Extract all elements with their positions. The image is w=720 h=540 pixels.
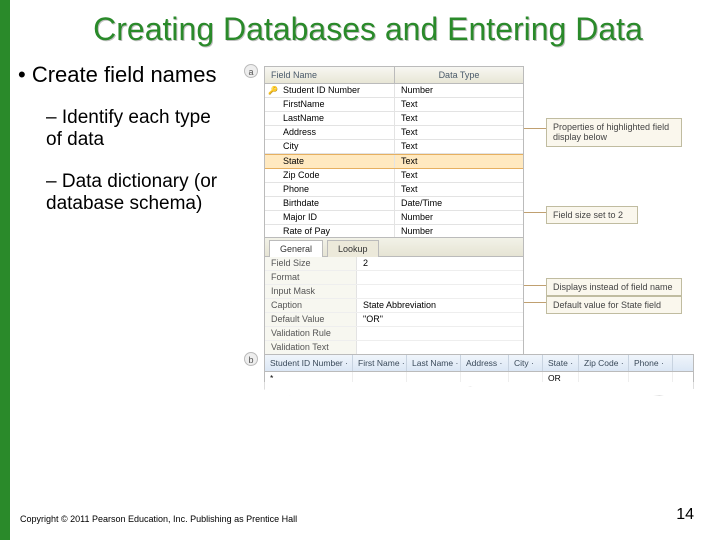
- table-row[interactable]: PhoneText: [265, 183, 523, 197]
- property-value: [357, 341, 523, 354]
- bullet-list: Create field names Identify each typeof …: [18, 62, 238, 392]
- table-row[interactable]: LastNameText: [265, 112, 523, 126]
- field-name-cell: Zip Code: [265, 169, 395, 182]
- datasheet-column-header[interactable]: State ·: [543, 355, 579, 371]
- datasheet-column-header[interactable]: Last Name ·: [407, 355, 461, 371]
- page-number: 14: [676, 506, 694, 524]
- datasheet-column-header[interactable]: Student ID Number ·: [265, 355, 353, 371]
- torn-edge: [264, 382, 694, 396]
- field-name-cell: Major ID: [265, 211, 395, 224]
- property-row[interactable]: Validation Rule: [265, 327, 523, 341]
- property-value: [357, 271, 523, 284]
- datasheet-column-header[interactable]: Zip Code ·: [579, 355, 629, 371]
- body-row: Create field names Identify each typeof …: [18, 62, 718, 392]
- table-row[interactable]: Student ID Number🔑Number: [265, 84, 523, 98]
- datasheet-column-header[interactable]: Address ·: [461, 355, 509, 371]
- property-row[interactable]: CaptionState Abbreviation: [265, 299, 523, 313]
- field-name-cell: Birthdate: [265, 197, 395, 210]
- callout-4-line: [524, 302, 546, 303]
- bullet-sub-1: Identify each typeof data: [46, 107, 230, 152]
- slide-content: Creating Databases and Entering Data Cre…: [18, 0, 718, 392]
- property-value: [357, 327, 523, 340]
- datasheet-column-header[interactable]: City ·: [509, 355, 543, 371]
- property-row[interactable]: Field Size2: [265, 257, 523, 271]
- callout-2-line: [524, 212, 546, 213]
- data-type-cell: Number: [395, 84, 523, 97]
- tab-general[interactable]: General: [269, 240, 323, 257]
- figure: a Field Name Data Type Student ID Number…: [238, 62, 708, 392]
- table-row[interactable]: AddressText: [265, 126, 523, 140]
- table-row[interactable]: Zip CodeText: [265, 169, 523, 183]
- tab-lookup[interactable]: Lookup: [327, 240, 379, 257]
- field-name-cell: Address: [265, 126, 395, 139]
- data-type-cell: Text: [395, 126, 523, 139]
- field-name-cell: FirstName: [265, 98, 395, 111]
- datasheet-column-header[interactable]: Phone ·: [629, 355, 673, 371]
- field-name-cell: Student ID Number🔑: [265, 84, 395, 97]
- callout-1-line: [524, 128, 546, 129]
- property-label: Input Mask: [265, 285, 357, 298]
- grid-header: Field Name Data Type: [265, 67, 523, 84]
- data-type-cell: Text: [395, 140, 523, 153]
- data-type-cell: Text: [395, 98, 523, 111]
- property-label: Field Size: [265, 257, 357, 270]
- field-name-cell: State: [265, 155, 395, 168]
- data-type-cell: Text: [395, 169, 523, 182]
- key-icon: 🔑: [268, 86, 278, 95]
- datasheet-header: Student ID Number ·First Name ·Last Name…: [265, 355, 693, 372]
- table-row[interactable]: CityText: [265, 140, 523, 154]
- field-name-cell: Phone: [265, 183, 395, 196]
- callout-caption: Displays instead of field name: [546, 278, 682, 296]
- panel-a-properties: General Lookup Field Size2FormatInput Ma…: [264, 237, 524, 370]
- property-row[interactable]: Default Value"OR": [265, 313, 523, 327]
- field-name-cell: LastName: [265, 112, 395, 125]
- data-type-cell: Number: [395, 211, 523, 224]
- data-type-cell: Date/Time: [395, 197, 523, 210]
- panel-a-field-grid: Field Name Data Type Student ID Number🔑N…: [264, 66, 524, 240]
- bullet-sub-2: Data dictionary (or database schema): [46, 171, 230, 216]
- callout-properties: Properties of highlighted field display …: [546, 118, 682, 147]
- callout-3-line: [524, 285, 546, 286]
- data-type-cell: Text: [395, 112, 523, 125]
- property-label: Default Value: [265, 313, 357, 326]
- header-field-name: Field Name: [265, 67, 395, 83]
- bullet-main: Create field names: [18, 62, 230, 88]
- property-label: Format: [265, 271, 357, 284]
- panel-a-label: a: [244, 64, 258, 78]
- property-value: State Abbreviation: [357, 299, 523, 312]
- field-name-cell: City: [265, 140, 395, 153]
- copyright-text: Copyright © 2011 Pearson Education, Inc.…: [20, 514, 297, 524]
- property-label: Caption: [265, 299, 357, 312]
- property-label: Validation Rule: [265, 327, 357, 340]
- property-label: Validation Text: [265, 341, 357, 354]
- props-tabs: General Lookup: [265, 238, 523, 257]
- callout-default: Default value for State field: [546, 296, 682, 314]
- slide-title: Creating Databases and Entering Data: [18, 12, 718, 48]
- callout-field-size: Field size set to 2: [546, 206, 638, 224]
- data-type-cell: Text: [395, 155, 523, 168]
- property-value: [357, 285, 523, 298]
- accent-stripe: [0, 0, 10, 540]
- table-row[interactable]: StateText: [265, 154, 523, 169]
- header-data-type: Data Type: [395, 67, 523, 83]
- property-value: 2: [357, 257, 523, 270]
- table-row[interactable]: FirstNameText: [265, 98, 523, 112]
- property-row[interactable]: Input Mask: [265, 285, 523, 299]
- datasheet-column-header[interactable]: First Name ·: [353, 355, 407, 371]
- property-row[interactable]: Validation Text: [265, 341, 523, 355]
- panel-b-label: b: [244, 352, 258, 366]
- property-value: "OR": [357, 313, 523, 326]
- data-type-cell: Text: [395, 183, 523, 196]
- table-row[interactable]: Major IDNumber: [265, 211, 523, 225]
- property-row[interactable]: Format: [265, 271, 523, 285]
- table-row[interactable]: BirthdateDate/Time: [265, 197, 523, 211]
